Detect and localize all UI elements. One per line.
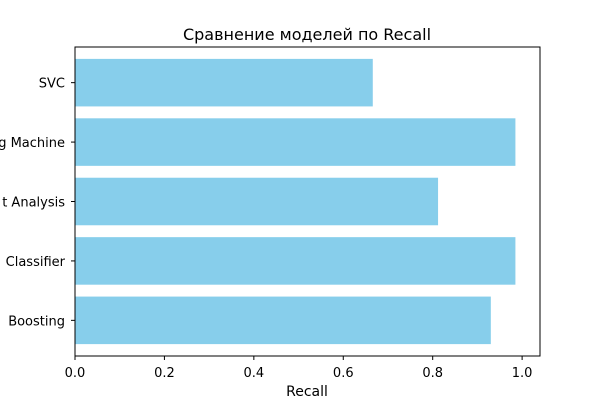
bar-4 <box>75 237 516 285</box>
bar-2 <box>75 118 516 166</box>
category-label: t Analysis <box>2 196 65 211</box>
x-tick-label: 0.0 <box>65 366 86 381</box>
category-label: g Machine <box>0 136 65 151</box>
category-label: SVC <box>39 77 65 92</box>
plot-frame <box>74 46 541 357</box>
bar-3 <box>75 177 439 226</box>
bars-group <box>75 58 516 345</box>
x-tick-label: 0.2 <box>154 366 175 381</box>
x-axis-label: Recall <box>286 384 328 400</box>
x-tick-label: 0.4 <box>244 366 265 381</box>
category-label: Classifier <box>6 255 66 270</box>
x-tick-label: 0.6 <box>333 366 354 381</box>
x-tick-label: 0.8 <box>422 366 443 381</box>
x-axis-ticks: 0.0 0.2 0.4 0.6 0.8 1.0 <box>65 356 533 381</box>
x-tick-label: 1.0 <box>512 366 533 381</box>
chart-title: Сравнение моделей по Recall <box>183 25 431 44</box>
bar-1 <box>75 58 373 107</box>
category-label: Boosting <box>8 314 65 329</box>
bar-5 <box>75 296 491 345</box>
category-labels: SVC g Machine t Analysis Classifier Boosting <box>0 77 75 329</box>
